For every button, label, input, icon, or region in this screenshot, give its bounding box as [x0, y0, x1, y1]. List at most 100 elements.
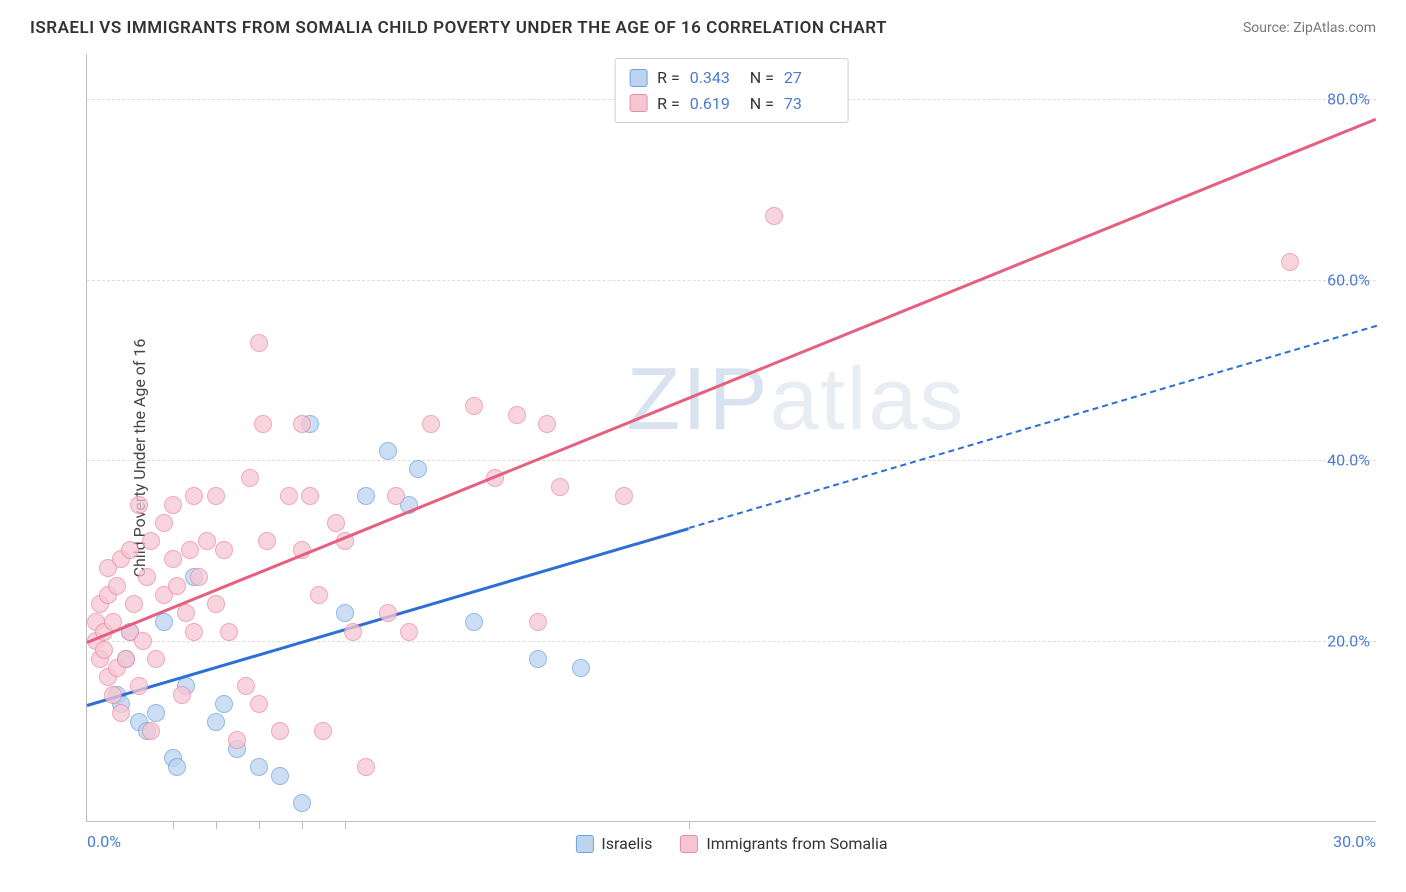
- x-tick: [302, 821, 303, 829]
- chart-title: ISRAELI VS IMMIGRANTS FROM SOMALIA CHILD…: [30, 18, 887, 38]
- legend-swatch: [680, 835, 698, 853]
- data-point: [615, 487, 633, 505]
- data-point: [508, 406, 526, 424]
- data-point: [215, 541, 233, 559]
- x-tick: [345, 821, 346, 829]
- data-point: [125, 595, 143, 613]
- data-point: [142, 722, 160, 740]
- data-point: [147, 650, 165, 668]
- watermark-zip: ZIP: [627, 349, 770, 448]
- data-point: [250, 695, 268, 713]
- data-point: [409, 460, 427, 478]
- data-point: [207, 713, 225, 731]
- data-point: [379, 604, 397, 622]
- data-point: [1281, 253, 1299, 271]
- x-tick: [259, 821, 260, 829]
- legend-series-item: Immigrants from Somalia: [680, 834, 887, 853]
- data-point: [465, 613, 483, 631]
- legend-swatch: [629, 94, 647, 112]
- legend-r-value: 0.343: [690, 65, 740, 91]
- legend-n-value: 73: [784, 91, 834, 117]
- data-point: [220, 623, 238, 641]
- data-point: [164, 496, 182, 514]
- x-tick: [173, 821, 174, 829]
- legend-correlation-row: R = 0.619 N = 73: [629, 91, 834, 117]
- data-point: [130, 496, 148, 514]
- data-point: [177, 604, 195, 622]
- data-point: [280, 487, 298, 505]
- data-point: [241, 469, 259, 487]
- legend-n-label: N =: [750, 65, 774, 91]
- data-point: [108, 577, 126, 595]
- plot-area: ZIPatlas R =0.343N =27R =0.619N =73 Isra…: [86, 54, 1376, 822]
- data-point: [765, 207, 783, 225]
- data-point: [155, 613, 173, 631]
- gridline: [87, 641, 1376, 642]
- data-point: [250, 758, 268, 776]
- data-point: [168, 758, 186, 776]
- data-point: [258, 532, 276, 550]
- data-point: [254, 415, 272, 433]
- data-point: [185, 623, 203, 641]
- data-point: [400, 623, 418, 641]
- data-point: [112, 704, 130, 722]
- legend-swatch: [629, 69, 647, 87]
- data-point: [185, 487, 203, 505]
- legend-series-label: Immigrants from Somalia: [706, 834, 887, 853]
- y-tick-label: 40.0%: [1327, 451, 1370, 470]
- gridline: [87, 280, 1376, 281]
- legend-r-label: R =: [657, 65, 680, 91]
- data-point: [301, 487, 319, 505]
- data-point: [181, 541, 199, 559]
- data-point: [164, 550, 182, 568]
- legend-r-value: 0.619: [690, 91, 740, 117]
- data-point: [207, 595, 225, 613]
- data-point: [314, 722, 332, 740]
- data-point: [529, 650, 547, 668]
- data-point: [95, 641, 113, 659]
- data-point: [147, 704, 165, 722]
- x-tick: [216, 821, 217, 829]
- legend-swatch: [575, 835, 593, 853]
- y-tick-label: 20.0%: [1327, 631, 1370, 650]
- data-point: [357, 487, 375, 505]
- data-point: [379, 442, 397, 460]
- watermark-atlas: atlas: [769, 349, 965, 448]
- data-point: [228, 731, 246, 749]
- legend-n-label: N =: [750, 91, 774, 117]
- data-point: [130, 677, 148, 695]
- data-point: [293, 794, 311, 812]
- correlation-legend: R = 0.343 N = 27 R = 0.619 N = 73: [614, 58, 849, 123]
- data-point: [271, 767, 289, 785]
- chart-container: Child Poverty Under the Age of 16 ZIPatl…: [30, 54, 1376, 862]
- data-point: [250, 334, 268, 352]
- data-point: [138, 568, 156, 586]
- legend-r-label: R =: [657, 91, 680, 117]
- data-point: [134, 632, 152, 650]
- legend-n-value: 27: [784, 65, 834, 91]
- data-point: [142, 532, 160, 550]
- y-tick-label: 60.0%: [1327, 270, 1370, 289]
- data-point: [190, 568, 208, 586]
- series-legend: Israelis Immigrants from Somalia: [575, 834, 887, 853]
- data-point: [387, 487, 405, 505]
- data-point: [357, 758, 375, 776]
- source-label: Source: ZipAtlas.com: [1243, 20, 1376, 36]
- data-point: [529, 613, 547, 631]
- data-point: [422, 415, 440, 433]
- data-point: [207, 487, 225, 505]
- data-point: [215, 695, 233, 713]
- x-tick-label: 30.0%: [1333, 832, 1376, 851]
- watermark: ZIPatlas: [627, 348, 966, 450]
- legend-series-label: Israelis: [601, 834, 652, 853]
- data-point: [538, 415, 556, 433]
- y-tick-label: 80.0%: [1327, 90, 1370, 109]
- x-tick: [689, 821, 690, 829]
- data-point: [310, 586, 328, 604]
- data-point: [168, 577, 186, 595]
- data-point: [117, 650, 135, 668]
- data-point: [271, 722, 289, 740]
- data-point: [465, 397, 483, 415]
- data-point: [293, 415, 311, 433]
- trend-line: [86, 117, 1376, 643]
